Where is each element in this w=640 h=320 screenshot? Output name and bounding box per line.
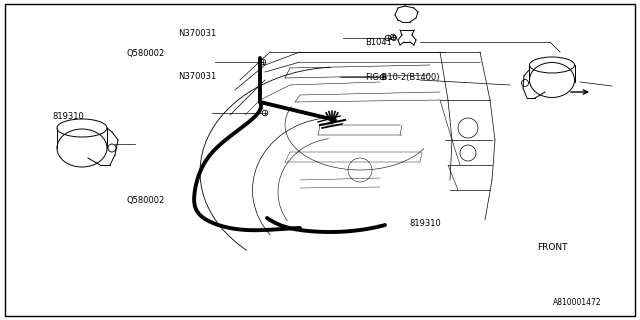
- Text: 819310: 819310: [410, 219, 442, 228]
- Text: N370031: N370031: [178, 29, 216, 38]
- Text: N370031: N370031: [178, 72, 216, 81]
- Text: FIG.B10-2(B1400): FIG.B10-2(B1400): [365, 73, 439, 82]
- Text: B1041: B1041: [365, 38, 392, 47]
- Text: Q580002: Q580002: [127, 49, 165, 58]
- Text: A810001472: A810001472: [553, 298, 602, 307]
- Text: Q580002: Q580002: [127, 196, 165, 205]
- Text: FRONT: FRONT: [538, 243, 568, 252]
- Text: 819310: 819310: [52, 112, 84, 121]
